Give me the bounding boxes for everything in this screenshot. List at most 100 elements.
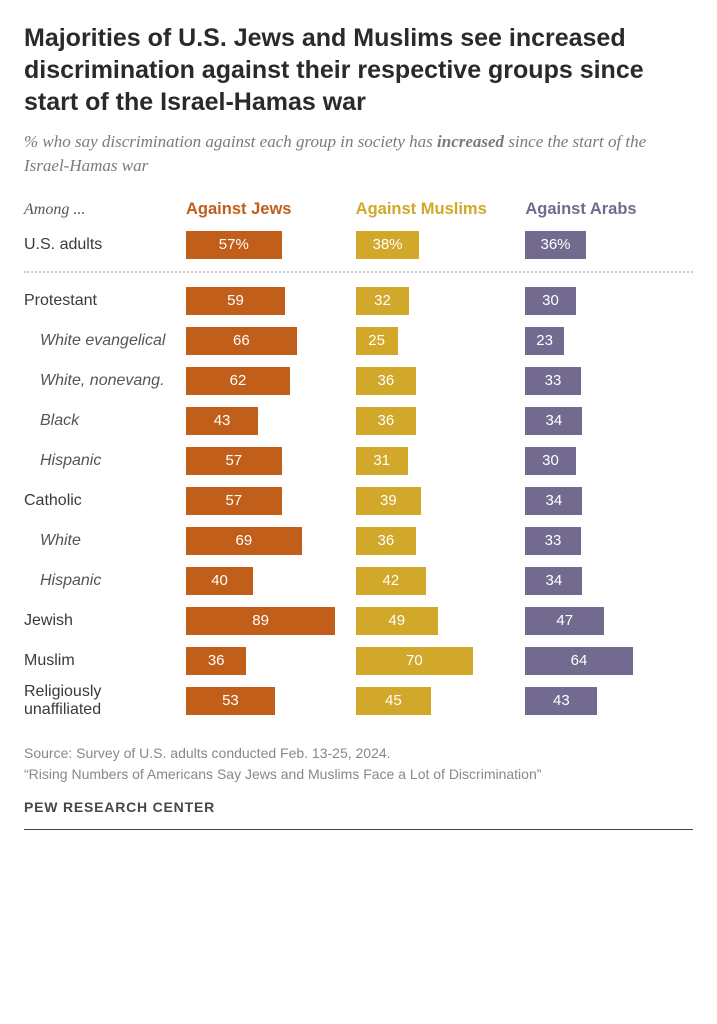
bar-cell: 33	[523, 361, 693, 401]
data-row: Hispanic40 42 34	[24, 561, 693, 601]
bar-cell: 39	[354, 481, 524, 521]
bar: 33	[525, 367, 580, 395]
row-label: Hispanic	[24, 572, 184, 590]
subtitle-pre: % who say discrimination against each gr…	[24, 132, 437, 151]
bar: 31	[356, 447, 408, 475]
bar-cell: 23	[523, 321, 693, 361]
bar: 34	[525, 567, 582, 595]
bar-cell: 59	[184, 281, 354, 321]
separator	[24, 271, 693, 273]
bar: 36	[356, 407, 416, 435]
bar-cell: 49	[354, 601, 524, 641]
row-label: Religiously unaffiliated	[24, 683, 184, 719]
bar-cell: 38%	[354, 225, 524, 265]
bar-cell: 36	[354, 401, 524, 441]
bar: 30	[525, 287, 575, 315]
row-label: Catholic	[24, 492, 184, 510]
bar-cell: 62	[184, 361, 354, 401]
bar-cell: 57	[184, 441, 354, 481]
brand-label: PEW RESEARCH CENTER	[24, 799, 693, 815]
row-label: Protestant	[24, 292, 184, 310]
bar-cell: 33	[523, 521, 693, 561]
bar: 69	[186, 527, 302, 555]
bar-cell: 53	[184, 681, 354, 721]
column-header-row: Among ... Against Jews Against Muslims A…	[24, 200, 693, 219]
bar-cell: 64	[523, 641, 693, 681]
data-row: White evangelical66 25 23	[24, 321, 693, 361]
bar: 49	[356, 607, 438, 635]
bar: 36%	[525, 231, 585, 259]
bar-cell: 30	[523, 281, 693, 321]
row-label: Black	[24, 412, 184, 430]
bar-cell: 42	[354, 561, 524, 601]
row-label: Muslim	[24, 652, 184, 670]
data-row: Black43 36 34	[24, 401, 693, 441]
bar: 70	[356, 647, 473, 675]
bar: 34	[525, 407, 582, 435]
bar: 43	[186, 407, 258, 435]
bar-cell: 30	[523, 441, 693, 481]
bar: 64	[525, 647, 632, 675]
bottom-rule	[24, 829, 693, 830]
bar-cell: 43	[184, 401, 354, 441]
bar: 89	[186, 607, 335, 635]
data-row: White69 3633	[24, 521, 693, 561]
bar: 57	[186, 487, 282, 515]
data-row: Protestant59 32 30	[24, 281, 693, 321]
bar-cell: 57	[184, 481, 354, 521]
bar-cell: 25	[354, 321, 524, 361]
bar: 42	[356, 567, 426, 595]
footer-source: Source: Survey of U.S. adults conducted …	[24, 743, 693, 764]
bar-cell: 34	[523, 561, 693, 601]
bar-cell: 40	[184, 561, 354, 601]
bar: 36	[356, 367, 416, 395]
row-label: White, nonevang.	[24, 372, 184, 390]
bar: 38%	[356, 231, 420, 259]
bar-cell: 57%	[184, 225, 354, 265]
data-row: White, nonevang.6236 33	[24, 361, 693, 401]
bar-cell: 43	[523, 681, 693, 721]
bar: 47	[525, 607, 604, 635]
bar: 57	[186, 447, 282, 475]
chart-body: Among ... Against Jews Against Muslims A…	[24, 200, 693, 721]
footer-report: “Rising Numbers of Americans Say Jews an…	[24, 764, 693, 785]
bar: 57%	[186, 231, 282, 259]
bar-cell: 45	[354, 681, 524, 721]
chart-footer: Source: Survey of U.S. adults conducted …	[24, 743, 693, 785]
bar-cell: 89	[184, 601, 354, 641]
bar: 39	[356, 487, 421, 515]
bar-cell: 36%	[523, 225, 693, 265]
bar-cell: 36	[354, 521, 524, 561]
bar: 43	[525, 687, 597, 715]
bar-cell: 36	[184, 641, 354, 681]
subtitle-strong: increased	[437, 132, 504, 151]
bar: 34	[525, 487, 582, 515]
bar: 40	[186, 567, 253, 595]
row-label: Hispanic	[24, 452, 184, 470]
chart-title: Majorities of U.S. Jews and Muslims see …	[24, 22, 693, 118]
bar: 66	[186, 327, 297, 355]
row-label: White evangelical	[24, 332, 184, 350]
bar-cell: 32	[354, 281, 524, 321]
bar: 36	[186, 647, 246, 675]
bar-cell: 36	[354, 361, 524, 401]
bar: 33	[525, 527, 580, 555]
data-row: Religiously unaffiliated5345 43	[24, 681, 693, 721]
bar: 25	[356, 327, 398, 355]
bar-cell: 69	[184, 521, 354, 561]
bar: 30	[525, 447, 575, 475]
column-header-jews: Against Jews	[184, 200, 354, 219]
among-label: Among ...	[24, 201, 184, 219]
bar: 23	[525, 327, 564, 355]
bar: 45	[356, 687, 431, 715]
data-row: Jewish894947	[24, 601, 693, 641]
data-row: Hispanic57 31 30	[24, 441, 693, 481]
bar-cell: 66	[184, 321, 354, 361]
bar-cell: 70	[354, 641, 524, 681]
bar: 32	[356, 287, 410, 315]
data-row: U.S. adults57%38%36%	[24, 225, 693, 265]
row-label: White	[24, 532, 184, 550]
bar-cell: 34	[523, 401, 693, 441]
bar: 59	[186, 287, 285, 315]
column-header-muslims: Against Muslims	[354, 200, 524, 219]
